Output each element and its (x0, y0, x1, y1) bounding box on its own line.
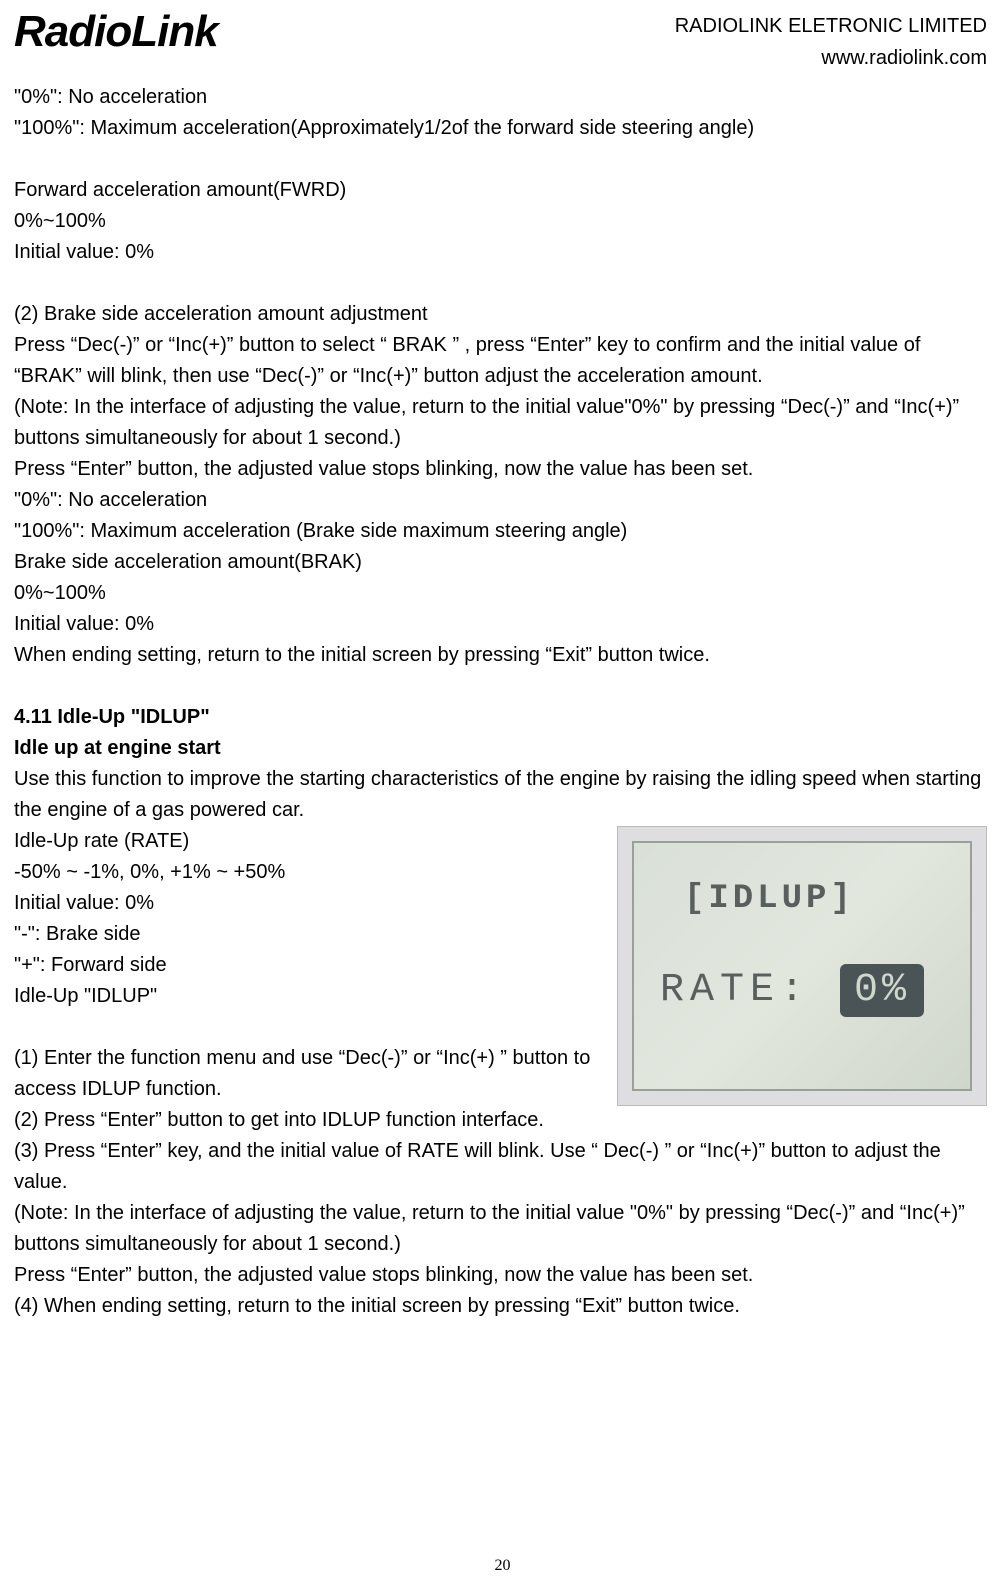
line: Press “Dec(-)” or “Inc(+)” button to sel… (14, 330, 987, 392)
line: (Note: In the interface of adjusting the… (14, 392, 987, 454)
document-page: RadioLink RADIOLINK ELETRONIC LIMITED ww… (0, 0, 1005, 1583)
page-number: 20 (0, 1557, 1005, 1575)
section-subheading: Idle up at engine start (14, 733, 987, 764)
idlup-block: Use this function to improve the startin… (14, 764, 987, 1322)
logo-text: RadioLink (14, 10, 218, 54)
line: 0%~100% (14, 206, 987, 237)
line: When ending setting, return to the initi… (14, 640, 987, 671)
line: (2) Brake side acceleration amount adjus… (14, 299, 987, 330)
line: "100%": Maximum acceleration (Brake side… (14, 516, 987, 547)
line: (Note: In the interface of adjusting the… (14, 1198, 987, 1260)
line: Forward acceleration amount(FWRD) (14, 175, 987, 206)
line: Use this function to improve the startin… (14, 764, 987, 826)
header-right: RADIOLINK ELETRONIC LIMITED www.radiolin… (675, 10, 987, 74)
lcd-line2: RATE: 0% (660, 960, 950, 1022)
line: Brake side acceleration amount(BRAK) (14, 547, 987, 578)
lcd-line1: [IDLUP] (684, 873, 950, 926)
spacer (14, 268, 987, 299)
line: Initial value: 0% (14, 609, 987, 640)
body-text: "0%": No acceleration "100%": Maximum ac… (14, 82, 987, 1322)
line: (2) Press “Enter” button to get into IDL… (14, 1105, 987, 1136)
page-header: RadioLink RADIOLINK ELETRONIC LIMITED ww… (14, 10, 987, 74)
line: (3) Press “Enter” key, and the initial v… (14, 1136, 987, 1198)
line: Initial value: 0% (14, 237, 987, 268)
spacer (14, 671, 987, 702)
line: "0%": No acceleration (14, 485, 987, 516)
company-name: RADIOLINK ELETRONIC LIMITED (675, 10, 987, 42)
line: "100%": Maximum acceleration(Approximate… (14, 113, 987, 144)
line: 0%~100% (14, 578, 987, 609)
section-heading: 4.11 Idle-Up "IDLUP" (14, 702, 987, 733)
line: Press “Enter” button, the adjusted value… (14, 454, 987, 485)
spacer (14, 144, 987, 175)
logo-block: RadioLink (14, 10, 218, 54)
lcd-photo: [IDLUP] RATE: 0% (617, 826, 987, 1106)
line: (4) When ending setting, return to the i… (14, 1291, 987, 1322)
lcd-rate-value: 0% (840, 964, 924, 1017)
lcd-rate-label: RATE: (660, 968, 810, 1013)
line: Press “Enter” button, the adjusted value… (14, 1260, 987, 1291)
line: "0%": No acceleration (14, 82, 987, 113)
website-url: www.radiolink.com (675, 42, 987, 74)
lcd-screen: [IDLUP] RATE: 0% (632, 841, 972, 1091)
